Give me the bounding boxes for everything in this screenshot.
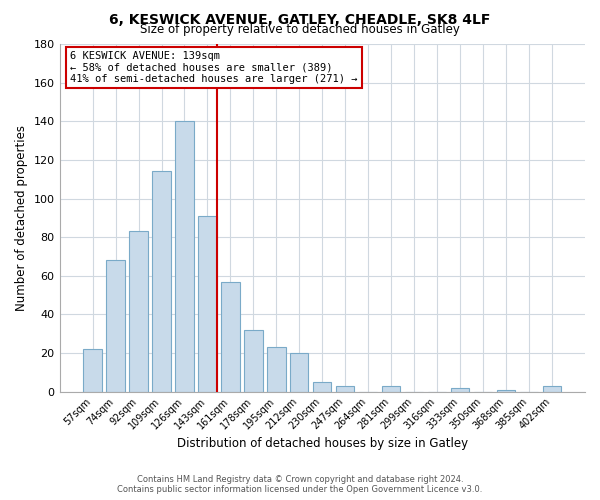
- Bar: [221, 282, 239, 392]
- Text: Contains HM Land Registry data © Crown copyright and database right 2024.
Contai: Contains HM Land Registry data © Crown c…: [118, 474, 482, 494]
- X-axis label: Distribution of detached houses by size in Gatley: Distribution of detached houses by size …: [177, 437, 468, 450]
- Bar: [130, 232, 148, 392]
- Text: Size of property relative to detached houses in Gatley: Size of property relative to detached ho…: [140, 22, 460, 36]
- Bar: [290, 353, 308, 392]
- Bar: [382, 386, 400, 392]
- Text: 6, KESWICK AVENUE, GATLEY, CHEADLE, SK8 4LF: 6, KESWICK AVENUE, GATLEY, CHEADLE, SK8 …: [109, 12, 491, 26]
- Y-axis label: Number of detached properties: Number of detached properties: [15, 125, 28, 311]
- Bar: [83, 349, 102, 392]
- Bar: [152, 172, 170, 392]
- Bar: [175, 122, 194, 392]
- Bar: [543, 386, 561, 392]
- Bar: [267, 347, 286, 392]
- Bar: [198, 216, 217, 392]
- Bar: [106, 260, 125, 392]
- Bar: [244, 330, 263, 392]
- Text: 6 KESWICK AVENUE: 139sqm
← 58% of detached houses are smaller (389)
41% of semi-: 6 KESWICK AVENUE: 139sqm ← 58% of detach…: [70, 51, 358, 84]
- Bar: [497, 390, 515, 392]
- Bar: [451, 388, 469, 392]
- Bar: [336, 386, 355, 392]
- Bar: [313, 382, 331, 392]
